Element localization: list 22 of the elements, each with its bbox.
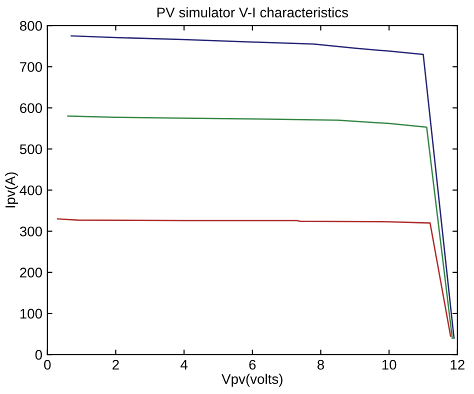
x-tick-label: 0 [44,360,51,370]
y-tick-label: 800 [20,20,42,31]
y-tick-label: 500 [20,144,42,154]
x-tick-label: 6 [249,360,256,370]
y-tick-label: 600 [20,103,42,114]
chart-title: PV simulator V-I characteristics [157,7,348,18]
x-tick-label: 4 [180,360,188,370]
x-tick-label: 2 [112,360,119,370]
y-tick-label: 300 [20,226,42,236]
line-series [56,218,452,337]
y-tick-label: 200 [20,268,42,278]
line-series [70,35,455,339]
y-tick-label: 0 [35,350,42,360]
x-tick-label: 8 [317,360,324,370]
y-tick-label: 700 [20,62,42,72]
line-series [67,115,453,339]
y-axis-title: Ipv(A) [5,172,18,208]
y-tick-label: 400 [20,185,42,196]
x-tick-label: 10 [382,360,396,370]
y-tick-label: 100 [20,308,42,319]
x-tick-label: 12 [450,360,464,370]
x-axis-title: Vpv(volts) [222,374,282,387]
